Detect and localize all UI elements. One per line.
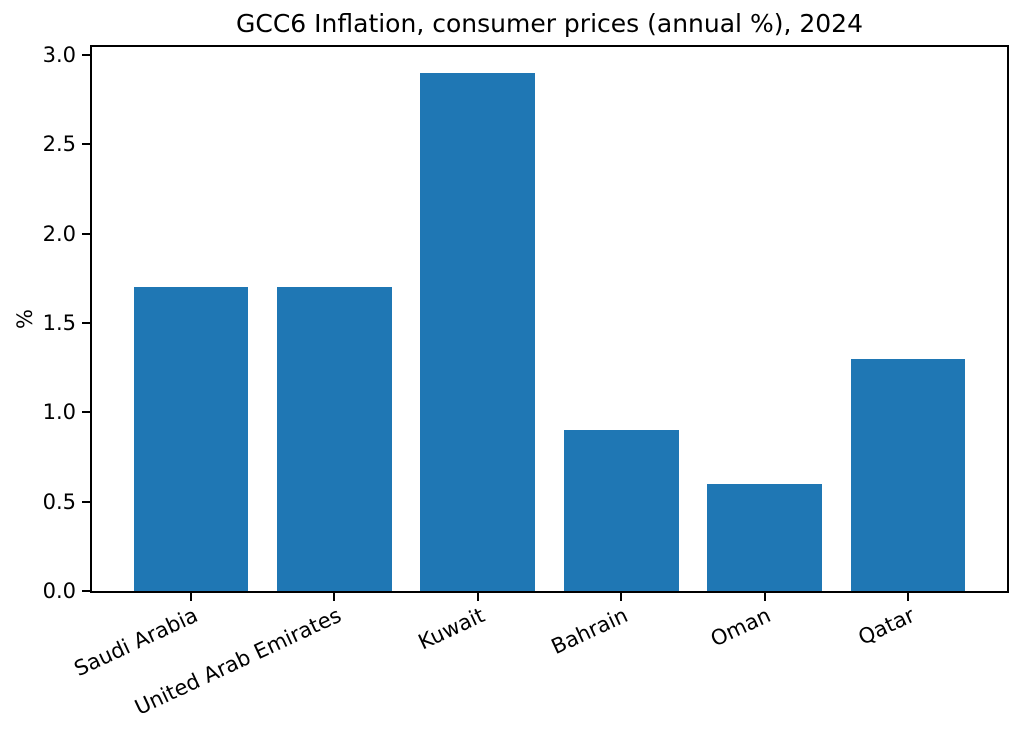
y-tick-label: 0.0 <box>42 579 76 603</box>
bar-oman <box>707 483 822 591</box>
y-tick-label: 2.5 <box>42 132 76 157</box>
x-axis-tick <box>189 593 192 601</box>
y-axis-tick <box>82 322 90 325</box>
y-tick-label: 0.5 <box>42 489 76 514</box>
x-tick-label: Qatar <box>854 603 919 650</box>
plot-area: 0.0 0.5 1.0 1.5 2.0 2.5 3.0 Saudi Arabia United … <box>43 43 1009 720</box>
y-axis-tick <box>82 500 90 503</box>
x-axis-tick <box>333 593 336 601</box>
bar-qatar <box>850 358 966 591</box>
bar-saudi-arabia <box>133 287 249 591</box>
x-axis-tick <box>620 593 623 601</box>
y-tick-label: 1.0 <box>42 400 76 425</box>
x-tick-label: Kuwait <box>414 603 488 655</box>
chart-title: GCC6 Inflation, consumer prices (annual … <box>236 9 863 38</box>
x-tick-label: Saudi Arabia <box>70 603 202 682</box>
y-axis-tick <box>82 54 90 57</box>
x-axis-tick <box>763 593 766 601</box>
x-tick-label: Bahrain <box>547 603 632 660</box>
bar-bahrain <box>563 430 679 591</box>
y-axis-tick <box>82 143 90 146</box>
y-tick-label: 1.5 <box>42 311 76 336</box>
bar-kuwait <box>420 72 536 591</box>
y-axis-tick <box>82 590 90 592</box>
x-axis-tick <box>476 593 479 601</box>
x-tick-label: Oman <box>707 603 775 652</box>
y-axis-tick <box>82 232 90 235</box>
y-tick-label: 3.0 <box>42 43 76 68</box>
y-tick-label: 2.0 <box>42 221 76 246</box>
x-axis-tick <box>907 593 910 601</box>
y-axis-label: % <box>13 309 37 329</box>
bar-united-arab-emirates <box>277 287 392 591</box>
y-axis-tick <box>82 411 90 414</box>
